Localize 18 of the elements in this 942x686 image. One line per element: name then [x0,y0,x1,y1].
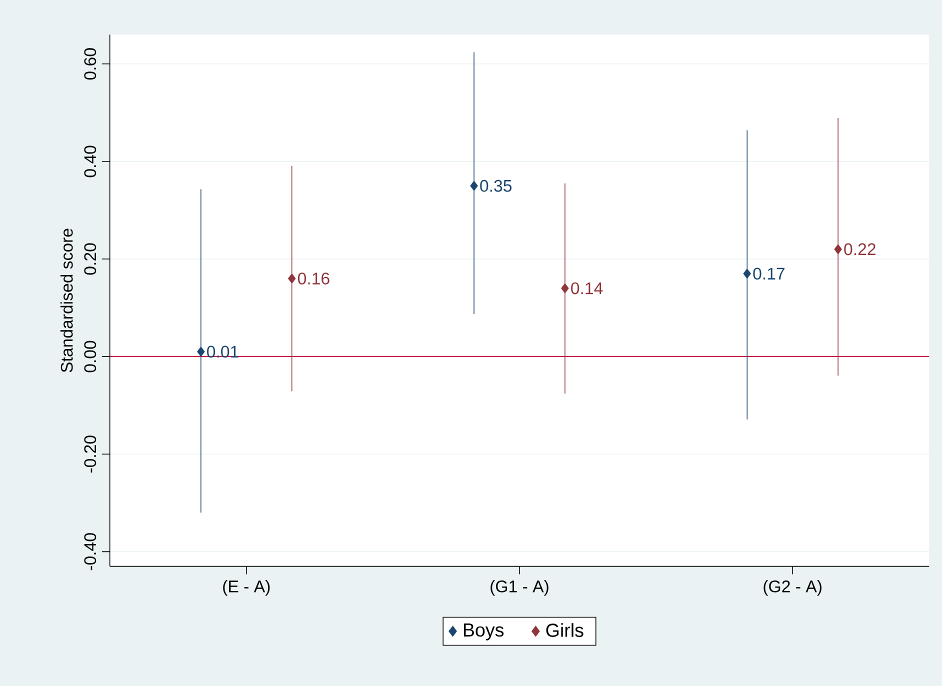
legend-label: Boys [464,623,504,640]
data-label: 0.35 [480,180,512,192]
y-tick-label: 0.20 [84,243,96,275]
y-tick-label: -0.20 [84,436,96,473]
data-label: 0.01 [207,346,238,358]
y-tick-label: -0.40 [84,533,96,570]
y-tick-label: 0.60 [84,48,96,80]
data-label: 0.17 [753,268,784,280]
x-tick-label: (G2 - A) [764,580,822,596]
x-tick-label: (E - A) [223,580,270,596]
y-axis-title: Standardised score [60,228,73,372]
data-label: 0.22 [844,243,876,256]
legend-label: Girls [546,623,584,637]
y-tick-label: 0.00 [84,340,96,372]
y-tick-label: 0.40 [84,146,96,178]
x-tick-label: (G1 - A) [490,580,548,596]
data-label: 0.16 [298,272,330,284]
data-label: 0.14 [571,282,603,294]
